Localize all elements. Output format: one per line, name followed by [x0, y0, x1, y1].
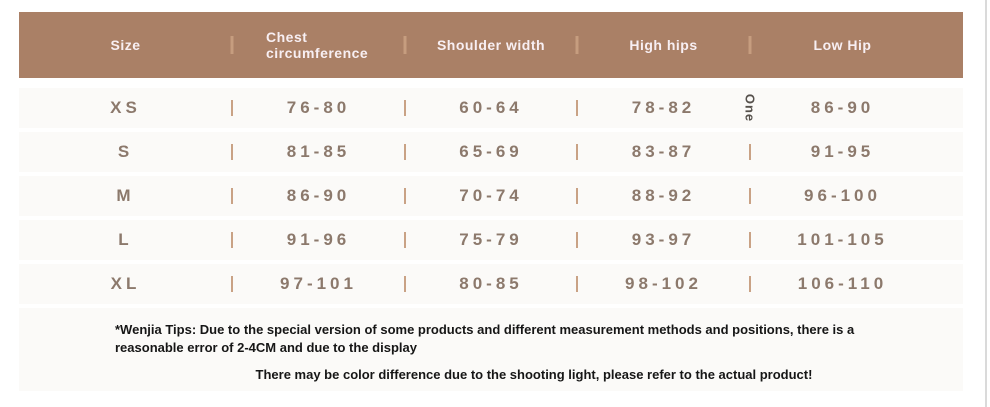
low-hip-value: 101-105	[797, 230, 888, 249]
column-divider	[576, 188, 578, 204]
shoulder-value: 75-79	[459, 230, 523, 249]
column-header-chest-circumference: Chest circumference	[266, 29, 369, 61]
column-divider	[576, 232, 578, 248]
chest-value: 91-96	[286, 230, 351, 249]
table-row-l: L 91-96 75-79 93-97 101-105	[19, 220, 963, 260]
column-divider	[231, 232, 233, 248]
size-value: M	[116, 186, 135, 205]
color-difference-note: There may be color difference due to the…	[255, 367, 813, 382]
column-divider	[749, 232, 751, 248]
size-value: L	[118, 230, 133, 249]
chest-value: 97-101	[280, 274, 357, 293]
size-value: XL	[110, 274, 141, 293]
column-divider	[576, 100, 578, 116]
wenjia-tips-note: *Wenjia Tips: Due to the special version…	[115, 321, 923, 357]
low-hip-value: 86-90	[810, 98, 875, 117]
table-row-s: S 81-85 65-69 83-87 91-95	[19, 132, 963, 172]
column-divider	[404, 276, 406, 292]
column-header-high-hips: High hips	[629, 37, 698, 53]
low-hip-value: 96-100	[804, 186, 881, 205]
column-divider	[404, 232, 406, 248]
chest-value: 86-90	[286, 186, 351, 205]
column-divider	[575, 36, 579, 54]
column-divider	[403, 36, 407, 54]
column-divider	[749, 188, 751, 204]
tips-note-line2: reasonable error of 2-4CM and due to the…	[115, 340, 417, 355]
column-divider	[230, 36, 234, 54]
high-hips-value: 98-102	[625, 274, 702, 293]
notes-panel: *Wenjia Tips: Due to the special version…	[19, 308, 963, 391]
table-row-xs: XS 76-80 60-64 78-82 86-90 One	[19, 88, 963, 128]
column-divider	[576, 276, 578, 292]
column-divider	[404, 100, 406, 116]
chest-value: 76-80	[286, 98, 351, 117]
column-divider	[231, 188, 233, 204]
table-row-m: M 86-90 70-74 88-92 96-100	[19, 176, 963, 216]
column-divider	[749, 276, 751, 292]
column-divider	[748, 36, 752, 54]
column-divider	[231, 144, 233, 160]
column-divider	[576, 144, 578, 160]
page-edge-divider	[985, 0, 987, 407]
high-hips-value: 93-97	[631, 230, 696, 249]
size-chart-header-row: Size Chest circumference Shoulder width …	[19, 12, 963, 78]
low-hip-value: 106-110	[797, 274, 888, 293]
table-row-xl: XL 97-101 80-85 98-102 106-110	[19, 264, 963, 304]
high-hips-value: 83-87	[631, 142, 696, 161]
column-divider	[749, 144, 751, 160]
shoulder-value: 60-64	[459, 98, 523, 117]
one-watermark: One	[742, 93, 758, 123]
column-divider	[231, 276, 233, 292]
column-divider	[404, 144, 406, 160]
column-header-low-hip: Low Hip	[813, 37, 872, 53]
low-hip-value: 91-95	[810, 142, 875, 161]
column-divider	[231, 100, 233, 116]
size-chart-table: Size Chest circumference Shoulder width …	[19, 12, 963, 391]
size-value: S	[117, 142, 134, 161]
column-header-shoulder-width: Shoulder width	[436, 37, 546, 53]
column-header-size: Size	[110, 37, 141, 53]
size-value: XS	[110, 98, 141, 117]
column-divider	[404, 188, 406, 204]
tips-note-line1: *Wenjia Tips: Due to the special version…	[115, 322, 855, 337]
high-hips-value: 78-82	[631, 98, 696, 117]
shoulder-value: 65-69	[459, 142, 523, 161]
shoulder-value: 80-85	[459, 274, 523, 293]
chest-value: 81-85	[286, 142, 351, 161]
shoulder-value: 70-74	[459, 186, 523, 205]
high-hips-value: 88-92	[631, 186, 696, 205]
